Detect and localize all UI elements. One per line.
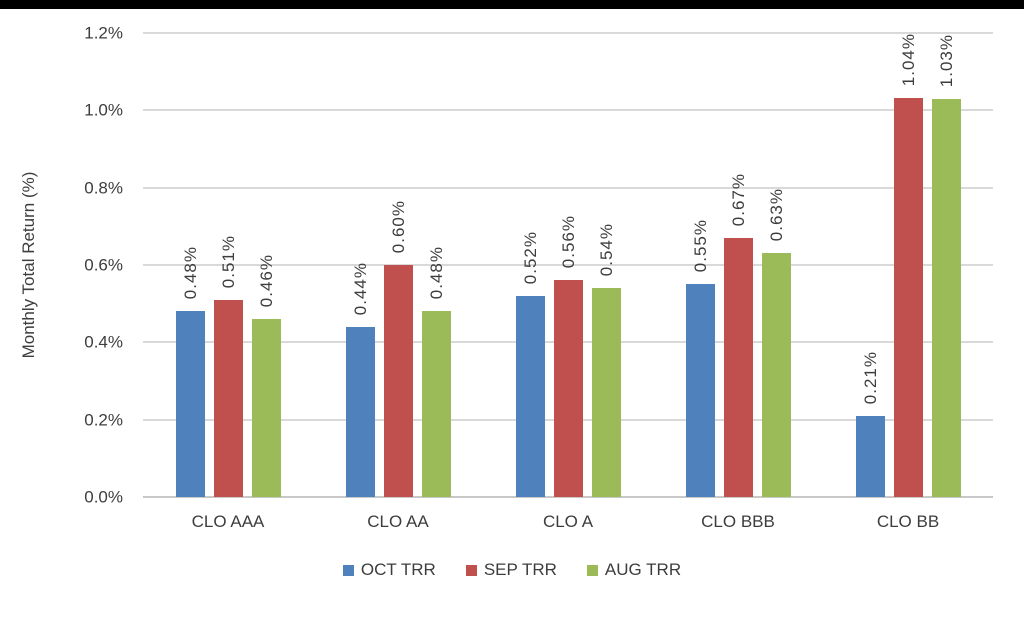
bar-unit: 0.63% bbox=[761, 33, 791, 497]
bar-group: 0.55% 0.67% 0.63% bbox=[653, 33, 823, 497]
bar-unit: 1.04% bbox=[893, 33, 923, 497]
bar-unit: 0.60% bbox=[383, 33, 413, 497]
bar-value-label: 0.51% bbox=[218, 234, 238, 288]
category-label: CLO BB bbox=[876, 512, 940, 531]
bar bbox=[421, 311, 451, 497]
bar-unit: 0.21% bbox=[855, 33, 885, 497]
y-tick-label: 0.8% bbox=[84, 178, 123, 198]
bar-value-label: 1.03% bbox=[936, 33, 956, 87]
bar bbox=[761, 253, 791, 497]
legend-swatch bbox=[586, 564, 598, 576]
bar-value-label: 0.67% bbox=[728, 172, 748, 226]
bar-group: 0.52% 0.56% 0.54% bbox=[483, 33, 653, 497]
bar-unit: 0.54% bbox=[591, 33, 621, 497]
bar bbox=[515, 295, 545, 497]
bar bbox=[931, 98, 961, 497]
legend-item: OCT TRR bbox=[342, 560, 436, 580]
gridline bbox=[143, 109, 993, 112]
x-axis-labels: CLO AAA CLO AA CLO A CLO BBB CLO BB bbox=[143, 512, 993, 532]
legend-swatch bbox=[342, 564, 354, 576]
legend-label: OCT TRR bbox=[360, 560, 436, 579]
bar bbox=[175, 311, 205, 497]
y-tick-label: 0.4% bbox=[84, 332, 123, 352]
bar-value-label: 0.48% bbox=[180, 246, 200, 300]
bar bbox=[213, 299, 243, 497]
bar-value-label: 0.46% bbox=[256, 253, 276, 308]
bar-value-label: 0.52% bbox=[520, 230, 540, 284]
bar bbox=[553, 280, 583, 497]
y-tick-label: 0.6% bbox=[84, 255, 123, 275]
bar-group: 0.21% 1.04% 1.03% bbox=[823, 33, 993, 497]
category-label: CLO AA bbox=[367, 512, 429, 531]
bar bbox=[345, 326, 375, 497]
bar-unit: 1.03% bbox=[931, 33, 961, 497]
legend: OCT TRR SEP TRR AUG TRR bbox=[0, 560, 1024, 580]
gridline bbox=[143, 32, 993, 34]
bar-unit: 0.48% bbox=[421, 33, 451, 497]
bar-value-label: 0.44% bbox=[350, 261, 370, 315]
bar-value-label: 0.48% bbox=[426, 246, 446, 300]
bar-unit: 0.46% bbox=[251, 33, 281, 497]
bar bbox=[591, 288, 621, 497]
legend-swatch bbox=[465, 564, 477, 576]
y-tick-label: 1.2% bbox=[84, 23, 123, 43]
legend-label: SEP TRR bbox=[483, 560, 557, 579]
bar-value-label: 0.55% bbox=[690, 219, 710, 273]
bar bbox=[251, 319, 281, 497]
bar-value-label: 0.60% bbox=[388, 199, 408, 253]
legend-item: SEP TRR bbox=[465, 560, 557, 580]
category-label: CLO A bbox=[542, 512, 594, 531]
bar-unit: 0.67% bbox=[723, 33, 753, 497]
gridline bbox=[143, 186, 993, 189]
gridline bbox=[143, 264, 993, 266]
bar-value-label: 1.04% bbox=[898, 33, 918, 87]
bar-unit: 0.44% bbox=[345, 33, 375, 497]
bar bbox=[383, 265, 413, 497]
bar-unit: 0.51% bbox=[213, 33, 243, 497]
legend-item: AUG TRR bbox=[586, 560, 682, 580]
bar-value-label: 0.56% bbox=[558, 215, 578, 269]
category-label: CLO BBB bbox=[701, 512, 775, 531]
y-tick-label: 0.0% bbox=[84, 487, 123, 507]
category-label: CLO AAA bbox=[191, 512, 265, 531]
bar bbox=[893, 98, 923, 497]
legend-label: AUG TRR bbox=[604, 560, 682, 579]
bar-unit: 0.48% bbox=[175, 33, 205, 497]
bar-unit: 0.56% bbox=[553, 33, 583, 497]
bar bbox=[723, 237, 753, 497]
bar bbox=[855, 415, 885, 497]
y-tick-label: 0.2% bbox=[84, 410, 123, 430]
bar-group: 0.48% 0.51% 0.46% bbox=[143, 33, 313, 497]
window-top-border bbox=[0, 0, 1024, 9]
x-axis-line bbox=[143, 496, 993, 498]
bar-value-label: 0.54% bbox=[596, 223, 616, 277]
bar-unit: 0.55% bbox=[685, 33, 715, 497]
y-axis-title: Monthly Total Return (%) bbox=[19, 171, 38, 359]
y-tick-label: 1.0% bbox=[84, 100, 123, 120]
plot-area: 0.0% 0.2% 0.4% 0.6% 0.8% 1.0% 1.2% 0.48% 0.51% 0.… bbox=[84, 25, 993, 506]
bar-value-label: 0.63% bbox=[766, 188, 786, 242]
bar-unit: 0.52% bbox=[515, 33, 545, 497]
bar-group: 0.44% 0.60% 0.48% bbox=[313, 33, 483, 497]
bar-value-label: 0.21% bbox=[860, 350, 880, 404]
bar bbox=[685, 284, 715, 497]
